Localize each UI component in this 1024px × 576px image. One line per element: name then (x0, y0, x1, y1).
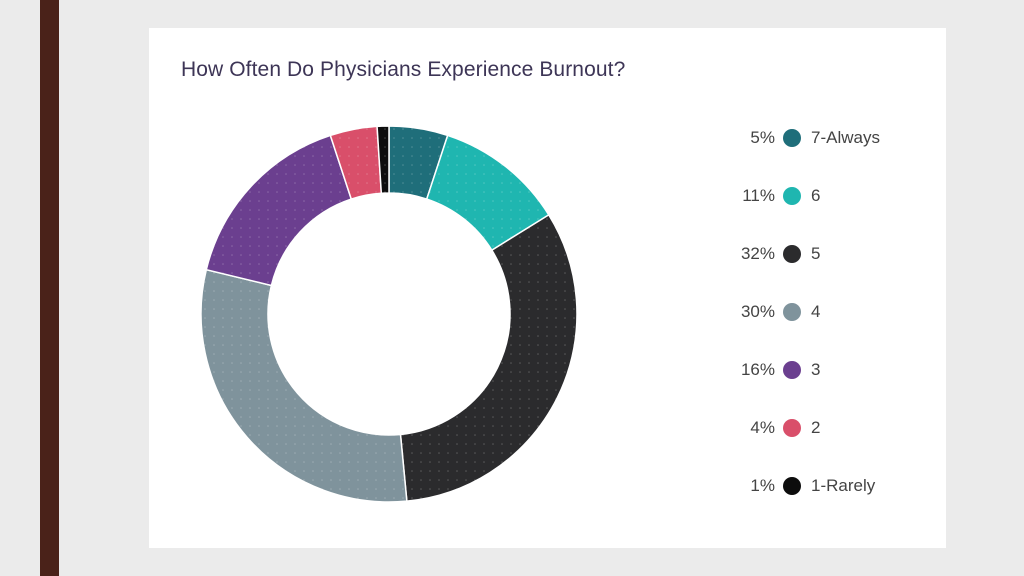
legend-percent: 30% (740, 302, 775, 321)
legend-item: 1% 1-Rarely (709, 472, 929, 500)
legend-swatch (783, 245, 801, 263)
legend-swatch (783, 187, 801, 205)
left-accent-bar (40, 0, 59, 576)
chart-title: How Often Do Physicians Experience Burno… (181, 58, 626, 81)
donut-chart (200, 125, 578, 503)
legend-swatch (783, 419, 801, 437)
legend-label: 5 (811, 244, 821, 263)
donut-slice-texture (206, 135, 352, 286)
legend-swatch (783, 303, 801, 321)
legend-label: 2 (811, 418, 821, 437)
legend-percent: 4% (750, 418, 775, 437)
donut-slice-texture (426, 135, 549, 251)
legend-label: 7-Always (811, 128, 880, 147)
legend-percent: 5% (750, 128, 775, 147)
chart-card: How Often Do Physicians Experience Burno… (149, 28, 946, 548)
legend-item: 11% 6 (709, 182, 929, 210)
donut-slice-texture (201, 269, 407, 502)
legend-item: 5% 7-Always (709, 124, 929, 152)
legend-swatch (783, 361, 801, 379)
legend-item: 30% 4 (709, 298, 929, 326)
legend-swatch (783, 129, 801, 147)
legend-item: 16% 3 (709, 356, 929, 384)
legend-swatch (783, 477, 801, 495)
legend-label: 4 (811, 302, 821, 321)
legend-item: 4% 2 (709, 414, 929, 442)
donut-slice-texture (400, 214, 577, 502)
legend-label: 1-Rarely (811, 476, 876, 495)
donut-slice-texture (377, 126, 389, 194)
legend-label: 3 (811, 360, 821, 379)
legend-percent: 32% (740, 244, 775, 263)
legend-percent: 11% (742, 186, 775, 205)
legend-percent: 1% (750, 476, 775, 495)
legend-percent: 16% (740, 360, 775, 379)
legend-label: 6 (811, 186, 821, 205)
donut-slice-texture (330, 126, 382, 200)
legend-item: 32% 5 (709, 240, 929, 268)
donut-slice-texture (389, 126, 448, 200)
